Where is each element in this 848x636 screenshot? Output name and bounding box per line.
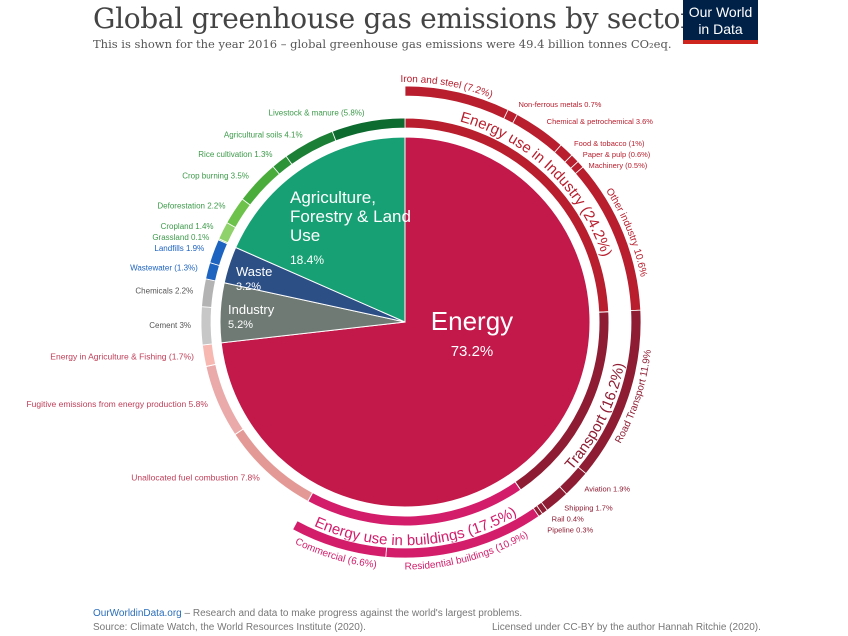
ring-label-cropland: Cropland 1.4% [161,222,214,231]
ring-segment-chemicals[interactable] [201,278,216,308]
outer-label-pipeline: Pipeline 0.3% [547,526,593,535]
outer-label-food-tobacco: Food & tobacco (1%) [574,139,645,148]
outer-label-shipping: Shipping 1.7% [564,504,613,513]
ring-label-crop-burning: Crop burning 3.5% [182,172,249,181]
industry-label: Industry [228,302,275,317]
footer-line-1: OurWorldinData.org – Research and data t… [93,608,522,619]
pie-slice-agriculture-forestry-land-use[interactable] [235,136,406,323]
outer-label-paper-pulp: Paper & pulp (0.6%) [583,150,651,159]
ring-label-landfills: Landfills 1.9% [154,244,204,253]
energy-label: Energy [431,306,513,336]
ring-label-deforestation: Deforestation 2.2% [157,201,225,210]
sunburst-chart: Energy use in Industry (24.2%)Transport … [26,74,654,573]
industry-value: 5.2% [228,319,253,331]
ring-segment-livestock-manure[interactable] [331,117,406,142]
pie-slice-energy[interactable] [220,136,591,508]
ring-label-fugitive-emissions-from-energy-production: Fugitive emissions from energy productio… [26,399,208,409]
source-note: Source: Climate Watch, the World Resourc… [93,622,366,633]
ring-segment-deforestation[interactable] [226,198,251,229]
ring-label-livestock-manure: Livestock & manure (5.8%) [269,109,365,118]
afolu-label: Agriculture, Forestry & Land Use [290,188,411,245]
license-note[interactable]: Licensed under CC-BY by the author Hanna… [492,622,761,633]
outer-label-chemical-petrochemical: Chemical & petrochemical 3.6% [547,117,654,126]
tagline: – Research and data to make progress aga… [181,608,523,619]
ring-label-cement: Cement 3% [149,321,191,330]
ring-label-energy-in-agriculture-fishing: Energy in Agriculture & Fishing (1.7%) [50,351,194,361]
waste-value: 3.2% [236,281,261,293]
ring-segment-wastewater[interactable] [205,262,220,282]
owid-logo[interactable]: Our World in Data [683,0,758,44]
chart-title: Global greenhouse gas emissions by secto… [93,2,694,35]
ring-segment-energy-in-agriculture-fishing[interactable] [201,343,217,368]
outer-label-non-ferrous-metals: Non-ferrous metals 0.7% [518,100,601,109]
outer-label-aviation: Aviation 1.9% [584,485,630,494]
ring-label-grassland: Grassland 0.1% [152,233,209,242]
energy-value: 73.2% [451,343,494,360]
outer-segment-commercial[interactable] [292,520,387,558]
outer-label-machinery: Machinery (0.5%) [588,161,647,170]
ring-label-agricultural-soils: Agricultural soils 4.1% [224,130,303,139]
ring-segment-cement[interactable] [200,306,213,346]
afolu-value: 18.4% [290,253,324,267]
ring-label-wastewater: Wastewater (1.3%) [130,264,198,273]
waste-label: Waste [236,264,272,279]
ring-label-rice-cultivation: Rice cultivation 1.3% [198,150,272,159]
outer-label-rail: Rail 0.4% [552,515,584,524]
ring-segment-landfills[interactable] [209,239,228,267]
ring-label-unallocated-fuel-combustion: Unallocated fuel combustion 7.8% [131,473,260,483]
site-link[interactable]: OurWorldinData.org [93,608,182,619]
chart-subtitle: This is shown for the year 2016 – global… [93,37,672,51]
ring-label-chemicals: Chemicals 2.2% [135,287,193,296]
